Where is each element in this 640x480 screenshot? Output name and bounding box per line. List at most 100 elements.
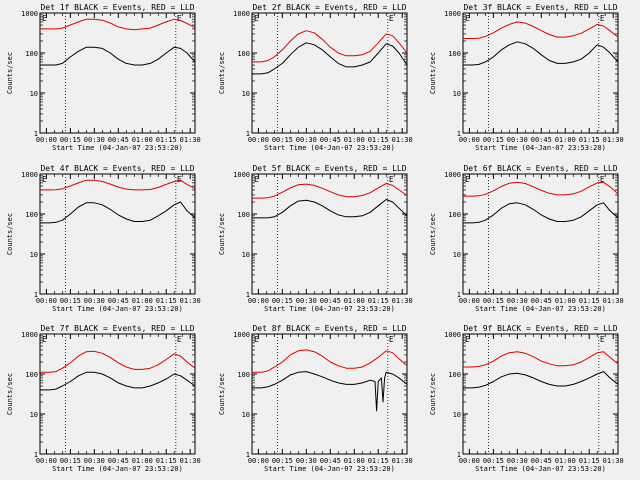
x-tick-label: 01:00 [555, 136, 576, 144]
detector-panel-5: Det 5f BLACK = Events, RED = LLD 1 10 100 10… [218, 164, 413, 313]
y-tick-label: 1000 [444, 171, 461, 179]
x-tick-label: 01:15 [156, 136, 177, 144]
x-axis-label: Start Time (04-Jan-07 23:53:20) [52, 465, 183, 473]
event-marker-label: E [254, 335, 259, 344]
x-axis-label: Start Time (04-Jan-07 23:53:20) [475, 305, 606, 313]
x-tick-label: 01:00 [555, 457, 576, 465]
y-tick-label: 1000 [233, 10, 250, 18]
event-marker-label: E [465, 335, 470, 344]
y-tick-label: 1000 [444, 331, 461, 339]
series-lld-line [463, 351, 619, 368]
x-tick-label: 01:00 [555, 297, 576, 305]
x-tick-label: 00:45 [531, 457, 552, 465]
event-marker-label: E [177, 175, 182, 184]
y-axis-label: Counts/sec [429, 52, 437, 94]
series-events-line [252, 42, 408, 75]
y-tick-label: 1000 [233, 331, 250, 339]
x-tick-label: 01:00 [344, 457, 365, 465]
event-marker-label: E [177, 335, 182, 344]
x-tick-label: 00:45 [108, 297, 129, 305]
x-tick-label: 00:30 [84, 136, 105, 144]
y-tick-label: 1 [34, 291, 38, 299]
y-tick-label: 1000 [233, 171, 250, 179]
series-events-line [252, 371, 408, 412]
plot-frame [39, 173, 196, 295]
series-events-line [463, 371, 619, 389]
y-tick-label: 100 [25, 211, 38, 219]
series-lld-line [252, 183, 408, 199]
panel-title: Det 7f BLACK = Events, RED = LLD [40, 324, 194, 333]
x-tick-label: 00:00 [248, 136, 269, 144]
y-tick-label: 100 [237, 211, 250, 219]
y-tick-label: 1 [34, 451, 38, 459]
y-tick-label: 10 [242, 90, 250, 98]
plot-frame [462, 173, 619, 295]
panel-title: Det 9f BLACK = Events, RED = LLD [463, 324, 617, 333]
x-tick-label: 00:00 [36, 136, 57, 144]
event-marker-label: E [42, 335, 47, 344]
event-marker-label: E [389, 175, 394, 184]
x-tick-label: 00:30 [507, 457, 528, 465]
x-axis-label: Start Time (04-Jan-07 23:53:20) [475, 465, 606, 473]
series-events-line [252, 199, 408, 219]
panel-title: Det 5f BLACK = Events, RED = LLD [252, 164, 406, 173]
detector-panel-7: Det 7f BLACK = Events, RED = LLD 1 10 100 10… [6, 324, 201, 473]
x-tick-label: 00:00 [459, 457, 480, 465]
plot-frame [251, 12, 408, 134]
x-tick-label: 01:00 [132, 136, 153, 144]
y-axis-label: Counts/sec [218, 373, 226, 415]
x-tick-label: 00:00 [248, 297, 269, 305]
event-marker-label: E [42, 14, 47, 23]
event-marker-label: E [600, 335, 605, 344]
x-tick-label: 01:30 [603, 297, 624, 305]
series-events-line [463, 202, 619, 224]
y-tick-label: 10 [453, 411, 461, 419]
y-tick-label: 1 [246, 451, 250, 459]
x-tick-label: 00:45 [320, 136, 341, 144]
y-tick-label: 1000 [444, 10, 461, 18]
panel-title: Det 8f BLACK = Events, RED = LLD [252, 324, 406, 333]
y-tick-label: 100 [448, 211, 461, 219]
plot-frame [39, 12, 196, 134]
x-tick-label: 00:45 [108, 136, 129, 144]
series-events-line [463, 41, 619, 66]
series-lld-line [463, 21, 619, 39]
y-axis-label: Counts/sec [429, 213, 437, 255]
y-tick-label: 100 [25, 371, 38, 379]
y-tick-label: 1 [457, 130, 461, 138]
y-axis-label: Counts/sec [218, 213, 226, 255]
x-tick-label: 01:15 [368, 297, 389, 305]
y-tick-label: 100 [237, 50, 250, 58]
x-tick-label: 00:30 [296, 297, 317, 305]
x-tick-label: 00:00 [36, 297, 57, 305]
x-tick-label: 00:30 [84, 457, 105, 465]
x-tick-label: 00:15 [483, 136, 504, 144]
y-tick-label: 10 [453, 90, 461, 98]
x-tick-label: 00:45 [531, 297, 552, 305]
y-tick-label: 1 [246, 130, 250, 138]
plot-frame [251, 173, 408, 295]
event-marker-label: E [389, 14, 394, 23]
series-lld-line [463, 181, 619, 197]
x-tick-label: 01:00 [132, 297, 153, 305]
y-tick-label: 1000 [21, 331, 38, 339]
x-tick-label: 00:45 [108, 457, 129, 465]
x-tick-label: 01:00 [344, 297, 365, 305]
panel-title: Det 3f BLACK = Events, RED = LLD [463, 3, 617, 12]
detector-panel-2: Det 2f BLACK = Events, RED = LLD 1 10 100 10… [218, 3, 413, 152]
y-axis-label: Counts/sec [6, 373, 14, 415]
x-tick-label: 00:15 [272, 457, 293, 465]
plot-frame [251, 333, 408, 455]
y-axis-label: Counts/sec [6, 213, 14, 255]
detector-panel-4: Det 4f BLACK = Events, RED = LLD 1 10 100 10… [6, 164, 201, 313]
x-tick-label: 01:15 [156, 457, 177, 465]
event-marker-label: E [389, 335, 394, 344]
x-tick-label: 01:15 [579, 136, 600, 144]
y-tick-label: 100 [237, 371, 250, 379]
panel-title: Det 2f BLACK = Events, RED = LLD [252, 3, 406, 12]
x-tick-label: 01:30 [392, 457, 413, 465]
y-tick-label: 100 [25, 50, 38, 58]
plot-frame [39, 333, 196, 455]
y-tick-label: 10 [30, 411, 38, 419]
